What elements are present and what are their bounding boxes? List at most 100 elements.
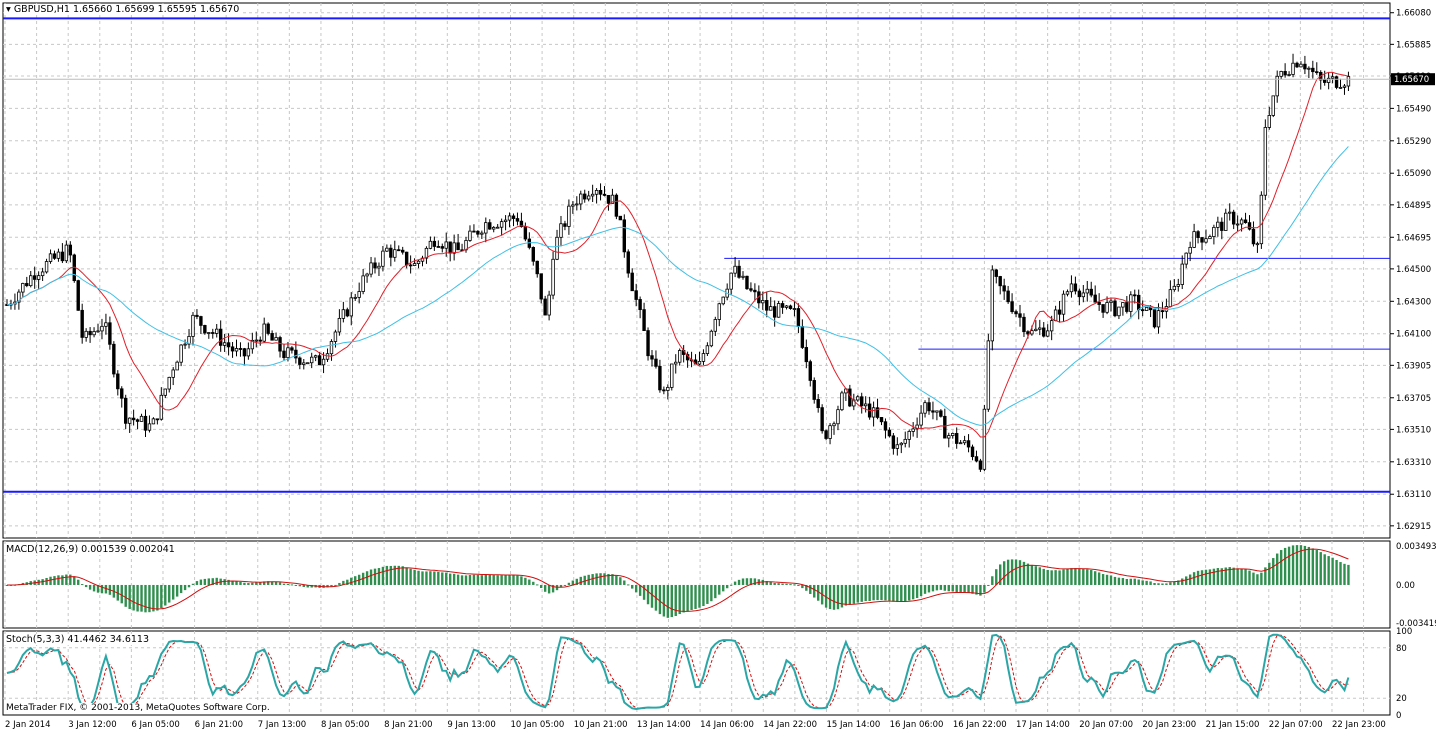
macd-bar [1058, 570, 1061, 585]
candle-body [875, 407, 880, 418]
macd-bar [282, 583, 286, 585]
macd-bar [860, 584, 863, 602]
macd-bar [1082, 569, 1085, 585]
candle-body [1247, 222, 1252, 230]
price-axis-label: 1.65885 [1396, 40, 1431, 50]
macd-bar [164, 584, 167, 606]
candle-body [788, 305, 793, 309]
macd-bar [1153, 583, 1156, 585]
macd-bar [753, 578, 757, 585]
candle-body [883, 421, 888, 431]
macd-bar [864, 584, 867, 602]
macd-bar [979, 584, 982, 596]
candle-body [947, 435, 951, 439]
macd-bar [84, 584, 88, 588]
candle-body [1172, 285, 1177, 291]
stoch-axis-label: 80 [1396, 644, 1407, 654]
macd-bar [480, 575, 484, 585]
time-axis-label: 6 Jan 05:00 [131, 720, 179, 730]
macd-bar [504, 575, 507, 585]
macd-bar [1125, 578, 1129, 585]
candle-body [135, 419, 140, 422]
macd-bar [686, 584, 689, 612]
macd-bar [1086, 569, 1089, 585]
macd-bar [425, 571, 428, 585]
time-axis-label: 8 Jan 21:00 [384, 720, 432, 730]
candle-body [507, 215, 512, 221]
macd-bar [947, 584, 950, 592]
candle-body [175, 361, 179, 371]
candle-body [1315, 71, 1319, 74]
macd-bar [516, 575, 519, 585]
macd-bar [464, 575, 468, 585]
macd-bar [915, 584, 919, 599]
candle-body [1279, 71, 1283, 77]
candle-body [203, 325, 207, 334]
candle-body [195, 314, 199, 317]
candle-body [412, 263, 417, 266]
macd-bar [749, 578, 753, 585]
candle-body [290, 347, 294, 351]
candle-body [650, 355, 654, 360]
macd-bar [583, 575, 586, 585]
macd-bar [627, 584, 630, 586]
candle-body [274, 337, 278, 341]
macd-bar [266, 581, 270, 585]
candle-body [1180, 263, 1184, 285]
candle-body [1291, 62, 1295, 75]
macd-bar [1339, 562, 1342, 585]
macd-bar [104, 584, 108, 594]
candle-body [626, 251, 630, 274]
macd-bar [152, 584, 155, 612]
candle-body [1231, 211, 1236, 225]
macd-bar [1141, 580, 1144, 585]
ohlc-close: 1.65670 [199, 4, 240, 15]
candle-body [222, 342, 227, 346]
macd-bar [96, 584, 100, 593]
macd-bar [1093, 571, 1097, 585]
stoch-axis-label: 20 [1396, 694, 1407, 704]
candle-body [1085, 288, 1089, 294]
macd-bar [579, 576, 582, 585]
macd-bar [666, 584, 670, 618]
chevron-down-icon[interactable]: ▾ [6, 4, 11, 15]
macd-bar [816, 584, 820, 601]
macd-bar [1105, 574, 1109, 585]
candle-body [765, 300, 769, 311]
candle-body [709, 330, 714, 347]
candle-body [1133, 294, 1137, 297]
candle-body [1251, 228, 1256, 245]
candle-body [1105, 302, 1109, 313]
macd-bar [773, 583, 776, 585]
macd-bar [65, 574, 68, 585]
candle-body [428, 240, 433, 249]
candle-body [1140, 309, 1145, 312]
macd-bar [1303, 545, 1307, 585]
candle-body [761, 300, 765, 304]
macd-bar [49, 576, 52, 585]
candle-body [575, 203, 579, 206]
candle-body [808, 361, 812, 381]
candle-body [472, 230, 476, 233]
candle-body [970, 446, 975, 458]
macd-bar [718, 584, 721, 595]
candle-body [990, 269, 995, 342]
candle-body [832, 423, 836, 427]
macd-bar [1224, 567, 1227, 585]
candle-body [911, 428, 915, 432]
candle-body [484, 222, 488, 234]
macd-bar [92, 584, 96, 592]
candle-body [226, 342, 231, 348]
candle-body [954, 433, 959, 444]
candle-body [1322, 79, 1327, 83]
candle-body [116, 373, 120, 390]
candle-body [638, 299, 642, 311]
macd-bar [809, 584, 812, 594]
candle-body [1275, 75, 1279, 97]
ohlc-open: 1.65660 [72, 4, 113, 15]
candle-body [1176, 284, 1180, 287]
macd-bar [836, 584, 840, 610]
price-axis-label: 1.65490 [1396, 104, 1431, 114]
